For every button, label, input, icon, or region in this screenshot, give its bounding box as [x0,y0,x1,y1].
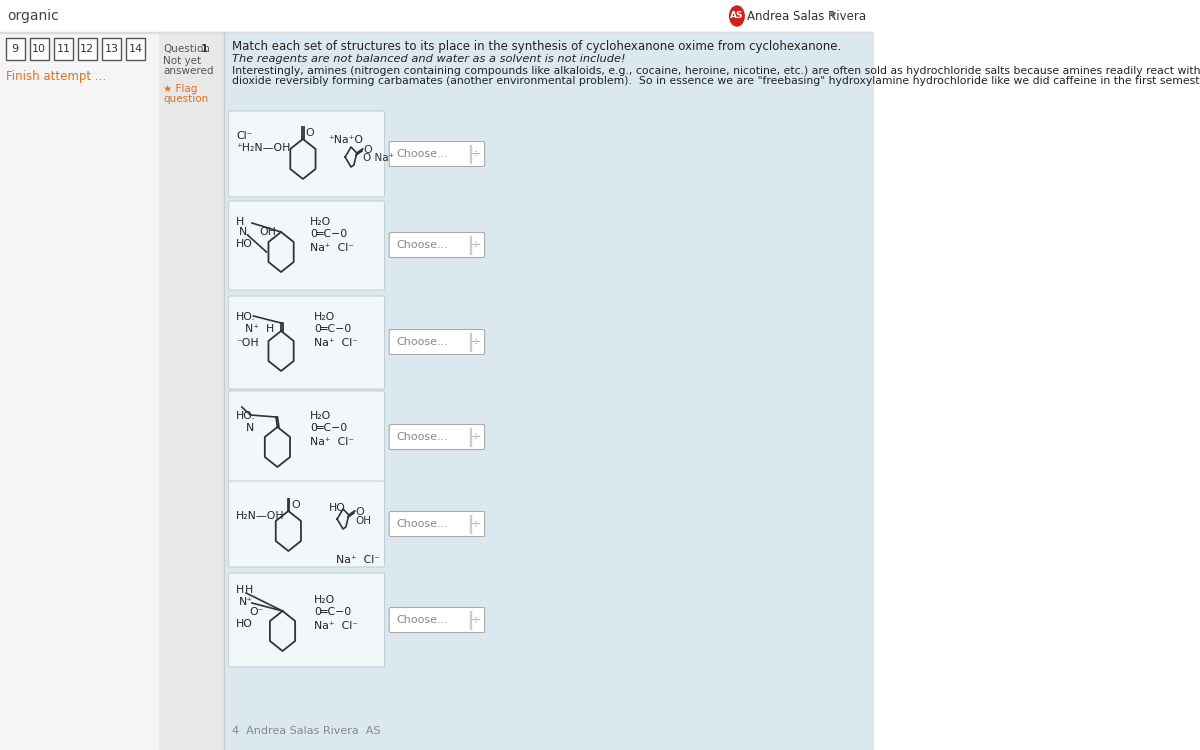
Bar [54,38,73,60]
Text: HO: HO [236,239,253,249]
FancyBboxPatch shape [229,573,384,667]
Text: O: O [364,145,372,155]
FancyBboxPatch shape [389,424,485,449]
Bar [0,32,874,33]
Text: Choose...: Choose... [396,149,448,159]
Text: Finish attempt ...: Finish attempt ... [6,70,106,83]
Text: H: H [236,585,244,595]
Text: O: O [292,500,300,510]
FancyBboxPatch shape [229,111,384,197]
Bar [30,38,49,60]
Text: H₂N—OH: H₂N—OH [236,511,284,521]
Text: ÷: ÷ [470,335,481,349]
Text: ⁺Na⁺O: ⁺Na⁺O [329,135,364,145]
Text: Na⁺  Cl⁻: Na⁺ Cl⁻ [314,338,358,348]
Text: Na⁺  Cl⁻: Na⁺ Cl⁻ [310,243,354,253]
Bar [102,38,121,60]
Text: H₂O: H₂O [310,217,331,227]
Text: ⁻OH: ⁻OH [236,338,258,348]
Text: ÷: ÷ [470,430,481,443]
Bar [6,38,25,60]
Text: AS: AS [730,11,744,20]
FancyBboxPatch shape [229,201,384,290]
Text: ÷: ÷ [470,148,481,160]
Text: O Na⁺: O Na⁺ [364,153,395,163]
Text: HO: HO [236,619,253,629]
Text: N⁺: N⁺ [239,597,253,607]
Text: H₂O: H₂O [310,411,331,421]
Text: 10: 10 [32,44,47,54]
Text: Choose...: Choose... [396,337,448,347]
Text: HO.: HO. [236,411,256,421]
Text: H₂O: H₂O [314,312,335,322]
Text: 1: 1 [200,44,209,54]
Text: OH: OH [259,227,276,237]
Bar [0,32,158,750]
Bar [158,32,224,750]
Text: Na⁺  Cl⁻: Na⁺ Cl⁻ [314,621,358,631]
Text: OH: OH [355,516,371,526]
Text: organic: organic [7,9,59,23]
Text: N⁺  H: N⁺ H [245,324,274,334]
Text: ★ Flag: ★ Flag [163,84,198,94]
Text: 4  Andrea Salas Rivera  AS: 4 Andrea Salas Rivera AS [232,726,380,736]
Text: 13: 13 [104,44,119,54]
Text: 11: 11 [56,44,71,54]
Text: Andrea Salas Rivera: Andrea Salas Rivera [748,10,866,22]
Text: Interestingly, amines (nitrogen containing compounds like alkaloids, e.g., cocai: Interestingly, amines (nitrogen containi… [232,66,1200,76]
Text: Not yet: Not yet [163,56,202,66]
Text: Match each set of structures to its place in the synthesis of cyclohexanone oxim: Match each set of structures to its plac… [232,40,841,53]
Text: Na⁺  Cl⁻: Na⁺ Cl⁻ [336,555,379,565]
Text: Na⁺  Cl⁻: Na⁺ Cl⁻ [310,437,354,447]
Text: 0═C−0: 0═C−0 [310,229,348,239]
Text: HO: HO [329,503,346,513]
Text: 0═C−0: 0═C−0 [314,324,352,334]
Text: Cl⁻: Cl⁻ [236,131,252,141]
Text: 0═C−0: 0═C−0 [310,423,348,433]
Text: 12: 12 [80,44,95,54]
Text: ▾: ▾ [830,10,836,22]
FancyBboxPatch shape [389,329,485,355]
Bar [224,32,874,750]
Text: ÷: ÷ [470,614,481,626]
FancyBboxPatch shape [389,142,485,166]
FancyBboxPatch shape [389,608,485,632]
Text: ÷: ÷ [470,518,481,530]
Text: H: H [245,585,253,595]
Text: N: N [246,423,254,433]
Bar [0,0,874,32]
FancyBboxPatch shape [229,296,384,389]
Text: 14: 14 [128,44,143,54]
Text: HO.: HO. [236,312,256,322]
Text: Choose...: Choose... [396,615,448,625]
Circle shape [730,6,744,26]
Text: 9: 9 [12,44,19,54]
Text: H: H [236,217,244,227]
Text: question: question [163,94,209,104]
Bar [78,38,97,60]
Text: O: O [306,128,314,138]
Text: answered: answered [163,66,214,76]
FancyBboxPatch shape [389,232,485,257]
Text: Question: Question [163,44,210,54]
FancyBboxPatch shape [229,391,384,484]
Text: O: O [355,507,364,517]
Text: N.: N. [239,227,251,237]
FancyBboxPatch shape [389,512,485,536]
Text: ⁺H₂N—OH: ⁺H₂N—OH [236,143,290,153]
Text: Choose...: Choose... [396,240,448,250]
Text: 0═C−0: 0═C−0 [314,607,352,617]
Text: dioxide reversibly forming carbamates (another environmental problem).  So in es: dioxide reversibly forming carbamates (a… [232,76,1200,86]
Text: O⁻: O⁻ [250,607,264,617]
FancyBboxPatch shape [229,481,384,567]
Text: Choose...: Choose... [396,432,448,442]
Bar [126,38,145,60]
Text: H₂O: H₂O [314,595,335,605]
Text: The reagents are not balanced and water as a solvent is not include!: The reagents are not balanced and water … [232,54,625,64]
Text: ÷: ÷ [470,238,481,251]
Text: Choose...: Choose... [396,519,448,529]
